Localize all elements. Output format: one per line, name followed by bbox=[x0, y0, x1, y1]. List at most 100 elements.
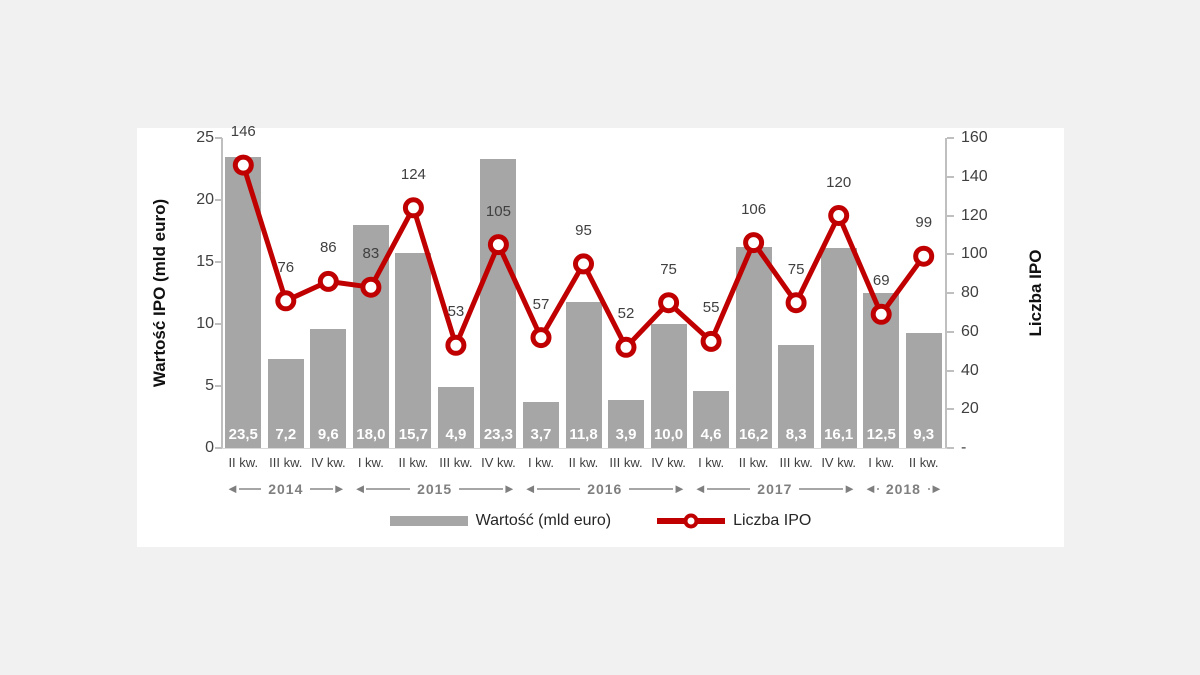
line-marker bbox=[530, 327, 552, 349]
line-value-label: 120 bbox=[826, 173, 852, 191]
line-marker bbox=[785, 292, 807, 314]
line-value-label: 106 bbox=[741, 200, 767, 218]
year-group-2017: ◄ 2017 ► bbox=[694, 480, 856, 498]
year-line bbox=[366, 488, 411, 490]
year-label: 2014 bbox=[268, 481, 304, 497]
line-marker bbox=[360, 276, 382, 298]
year-line bbox=[310, 488, 333, 490]
value-bar: 4,9 bbox=[437, 387, 474, 448]
bar-value-label: 16,2 bbox=[739, 425, 769, 443]
x-axis-tick-label: I kw. bbox=[527, 455, 554, 470]
right-axis-tick-label: 160 bbox=[961, 129, 988, 146]
right-axis-tick-label: 80 bbox=[961, 284, 979, 301]
right-axis-tick bbox=[947, 408, 954, 411]
bar-value-label: 23,3 bbox=[483, 425, 514, 443]
right-axis-tick-label: 60 bbox=[961, 322, 979, 340]
right-arrow-icon: ► bbox=[332, 481, 346, 496]
value-bar: 3,7 bbox=[522, 402, 559, 448]
line-marker bbox=[913, 245, 935, 267]
left-axis-tick bbox=[215, 447, 222, 449]
x-axis-tick-label: III kw. bbox=[779, 455, 813, 470]
year-label: 2017 bbox=[757, 481, 793, 497]
year-group-2015: ◄ 2015 ► bbox=[354, 480, 516, 498]
right-axis-tick bbox=[947, 253, 954, 256]
x-axis-tick-label: III kw. bbox=[269, 455, 303, 470]
bar-value-label: 4,9 bbox=[445, 425, 467, 443]
right-axis-tick-label: 20 bbox=[961, 400, 979, 418]
line-value-label: 99 bbox=[915, 214, 933, 232]
line-value-label: 53 bbox=[447, 303, 465, 321]
left-arrow-icon: ◄ bbox=[863, 481, 877, 496]
x-axis-tick-label: I kw. bbox=[868, 455, 895, 470]
value-bar: 23,3 bbox=[480, 159, 517, 448]
x-axis-tick-label: IV kw. bbox=[651, 455, 686, 470]
year-label: 2018 bbox=[885, 481, 921, 497]
left-arrow-icon: ◄ bbox=[523, 481, 537, 496]
year-line bbox=[706, 488, 751, 490]
right-axis-tick-label: 120 bbox=[961, 206, 988, 224]
bar-value-label: 12,5 bbox=[866, 426, 896, 443]
value-bar: 16,2 bbox=[735, 247, 772, 448]
x-axis-tick-label: III kw. bbox=[609, 455, 643, 470]
right-axis-line bbox=[945, 138, 947, 449]
line-marker bbox=[232, 154, 254, 176]
left-arrow-icon: ◄ bbox=[693, 481, 707, 496]
line-value-label: 124 bbox=[400, 165, 426, 183]
line-value-label: 105 bbox=[485, 202, 511, 220]
bar-value-label: 11,8 bbox=[569, 425, 598, 443]
line-marker bbox=[658, 292, 680, 314]
value-bar: 9,3 bbox=[905, 332, 942, 448]
right-axis-tick bbox=[947, 292, 954, 294]
right-axis-tick bbox=[947, 447, 954, 449]
x-axis-tick-label: III kw. bbox=[439, 455, 473, 470]
left-axis-tick bbox=[215, 261, 222, 263]
right-arrow-icon: ► bbox=[929, 481, 943, 496]
left-axis-line bbox=[221, 138, 223, 449]
right-axis-tick bbox=[947, 137, 954, 139]
line-marker bbox=[317, 270, 339, 292]
line-marker bbox=[573, 253, 594, 275]
bar-value-label: 8,3 bbox=[785, 425, 807, 443]
year-group-2018: ◄ 2018 ► bbox=[863, 480, 943, 498]
legend-label-value: Wartość (mld euro) bbox=[475, 512, 612, 529]
line-value-label: 83 bbox=[362, 245, 380, 263]
x-axis-tick-label: IV kw. bbox=[310, 455, 346, 470]
x-axis-tick-label: II kw. bbox=[738, 455, 769, 470]
bar-value-label: 10,0 bbox=[653, 426, 684, 443]
right-axis-tick-label: 140 bbox=[961, 167, 988, 185]
right-axis-tick-label: - bbox=[961, 439, 967, 456]
year-line bbox=[536, 488, 581, 490]
line-value-label: 75 bbox=[660, 260, 677, 278]
year-line bbox=[238, 488, 262, 490]
left-axis-tick-label: 20 bbox=[196, 191, 214, 208]
line-marker bbox=[402, 197, 424, 219]
left-axis-tick bbox=[215, 137, 222, 139]
value-bar: 16,1 bbox=[820, 248, 857, 448]
x-axis-line bbox=[221, 448, 947, 449]
line-value-label: 55 bbox=[702, 299, 720, 317]
line-value-label: 69 bbox=[872, 272, 890, 290]
bar-value-label: 3,7 bbox=[530, 425, 552, 443]
year-group-2014: ◄ 2014 ► bbox=[226, 480, 346, 498]
line-value-label: 146 bbox=[230, 123, 256, 141]
line-marker bbox=[487, 234, 509, 256]
x-axis-tick-label: II kw. bbox=[568, 455, 599, 470]
left-axis-tick bbox=[215, 199, 222, 201]
left-arrow-icon: ◄ bbox=[226, 481, 239, 496]
year-group-2016: ◄ 2016 ► bbox=[524, 480, 686, 498]
x-axis-tick-label: IV kw. bbox=[821, 455, 856, 470]
right-axis-tick-label: 100 bbox=[961, 245, 988, 263]
right-arrow-icon: ► bbox=[843, 481, 856, 496]
right-axis-tick bbox=[947, 175, 954, 178]
year-line bbox=[876, 488, 879, 490]
ipo-combo-chart: Wartość IPO (mld euro) Liczba IPO Wartoś… bbox=[137, 123, 1064, 547]
x-axis-tick-label: II kw. bbox=[398, 455, 429, 470]
right-axis-tick bbox=[947, 330, 954, 333]
value-bar: 7,2 bbox=[267, 358, 304, 448]
bar-value-label: 4,6 bbox=[700, 425, 722, 443]
line-value-label: 75 bbox=[787, 260, 805, 278]
right-axis-tick bbox=[947, 369, 954, 372]
left-axis-tick-label: 10 bbox=[196, 315, 214, 332]
legend: Wartość (mld euro) Liczba IPO bbox=[137, 512, 1064, 530]
